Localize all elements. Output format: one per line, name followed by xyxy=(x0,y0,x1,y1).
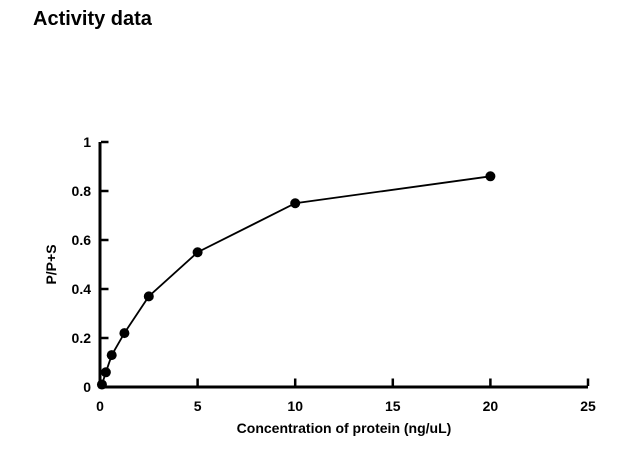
y-tick-label: 0 xyxy=(83,379,91,395)
x-tick-label: 0 xyxy=(96,398,104,414)
y-tick-label: 0.2 xyxy=(72,330,92,346)
data-point xyxy=(143,291,154,302)
x-tick-label: 5 xyxy=(194,398,202,414)
data-point xyxy=(106,350,117,361)
x-axis-title: Concentration of protein (ng/uL) xyxy=(237,420,452,436)
chart-title: Activity data xyxy=(33,8,152,30)
x-tick-label: 25 xyxy=(580,398,596,414)
data-point xyxy=(290,198,301,209)
x-tick-label: 20 xyxy=(483,398,499,414)
x-tick-label: 10 xyxy=(287,398,303,414)
x-tick-label: 15 xyxy=(385,398,401,414)
data-point xyxy=(485,171,496,182)
data-point xyxy=(96,379,107,390)
data-point xyxy=(100,367,111,378)
y-axis-title: P/P+S xyxy=(43,244,59,284)
data-point xyxy=(119,328,130,339)
y-tick-label: 0.8 xyxy=(72,183,92,199)
y-tick-label: 0.6 xyxy=(72,232,92,248)
data-point xyxy=(192,247,203,258)
y-tick-label: 1 xyxy=(83,134,91,150)
y-tick-label: 0.4 xyxy=(72,281,92,297)
